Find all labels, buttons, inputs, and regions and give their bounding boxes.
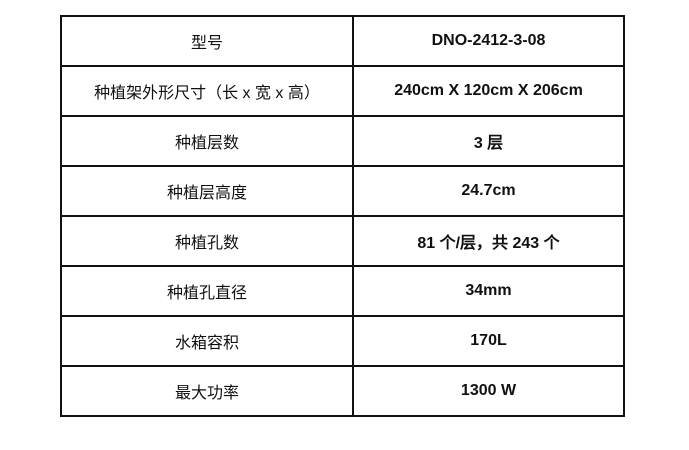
- spec-value: 240cm X 120cm X 206cm: [352, 65, 625, 117]
- spec-value: 170L: [352, 315, 625, 367]
- table-row: 种植孔数 81 个/层，共 243 个: [60, 215, 625, 267]
- table-row: 型号 DNO-2412-3-08: [60, 15, 625, 67]
- spec-label: 种植层数: [60, 115, 354, 167]
- table-row: 种植架外形尺寸（长 x 宽 x 高） 240cm X 120cm X 206cm: [60, 65, 625, 117]
- table-row: 最大功率 1300 W: [60, 365, 625, 417]
- spec-label: 种植孔数: [60, 215, 354, 267]
- table-row: 种植层高度 24.7cm: [60, 165, 625, 217]
- spec-table: 型号 DNO-2412-3-08 种植架外形尺寸（长 x 宽 x 高） 240cm X…: [60, 15, 625, 417]
- spec-value: 3 层: [352, 115, 625, 167]
- table-row: 种植孔直径 34mm: [60, 265, 625, 317]
- spec-label: 型号: [60, 15, 354, 67]
- table-row: 水箱容积 170L: [60, 315, 625, 367]
- spec-value: 24.7cm: [352, 165, 625, 217]
- spec-value: 34mm: [352, 265, 625, 317]
- spec-value: DNO-2412-3-08: [352, 15, 625, 67]
- spec-label: 水箱容积: [60, 315, 354, 367]
- spec-value: 1300 W: [352, 365, 625, 417]
- spec-label: 种植孔直径: [60, 265, 354, 317]
- table-row: 种植层数 3 层: [60, 115, 625, 167]
- spec-value: 81 个/层，共 243 个: [352, 215, 625, 267]
- spec-label: 种植架外形尺寸（长 x 宽 x 高）: [60, 65, 354, 117]
- spec-label: 最大功率: [60, 365, 354, 417]
- spec-label: 种植层高度: [60, 165, 354, 217]
